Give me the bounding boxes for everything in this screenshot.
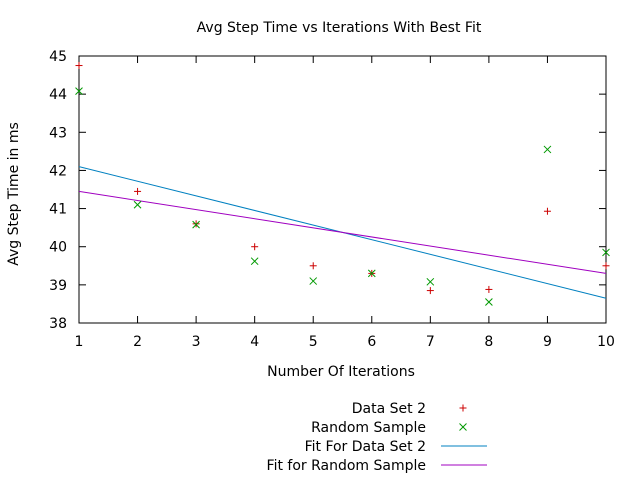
data-point [309, 277, 318, 285]
x-tick-label: 1 [75, 334, 84, 350]
x-tick-label: 4 [250, 334, 259, 350]
data-point [485, 285, 493, 293]
y-tick-label: 39 [49, 278, 67, 294]
y-tick-label: 45 [49, 49, 67, 65]
data-point [602, 262, 610, 270]
y-tick-label: 44 [49, 87, 67, 103]
data-point [543, 207, 551, 215]
data-point [75, 87, 83, 95]
legend-marker-swatch [459, 404, 467, 412]
data-point [485, 298, 493, 306]
x-axis-label: Number Of Iterations [267, 364, 415, 380]
plot-frame [78, 55, 607, 324]
y-tick-label: 40 [49, 240, 67, 256]
data-point [309, 262, 317, 270]
fit-line-3 [78, 190, 607, 274]
data-markers [75, 62, 610, 306]
legend-marker-swatch [459, 423, 467, 431]
x-tick-label: 5 [309, 334, 318, 350]
fit-lines [78, 166, 607, 299]
x-tick-label: 8 [484, 334, 493, 350]
legend: Data Set 2 Random Sample Fit For Data Set … [267, 401, 487, 474]
y-tick-label: 42 [49, 163, 67, 179]
legend-label: Fit for Random Sample [267, 458, 426, 474]
y-tick-label: 43 [49, 125, 67, 141]
y-axis-label: Avg Step Time in ms [6, 122, 22, 266]
x-tick-label: 6 [367, 334, 376, 350]
data-point [192, 220, 200, 229]
data-point [426, 287, 434, 295]
data-point [251, 243, 259, 251]
data-point [133, 200, 142, 209]
data-point [75, 62, 83, 70]
y-tick-label: 41 [49, 202, 67, 218]
x-tick-label: 2 [133, 334, 142, 350]
data-point [134, 187, 142, 195]
data-point [426, 277, 435, 286]
x-tick-label: 9 [543, 334, 552, 350]
legend-label: Fit For Data Set 2 [305, 439, 426, 455]
x-tick-label: 10 [597, 334, 615, 350]
y-tick-label: 38 [49, 316, 67, 332]
chart-title: Avg Step Time vs Iterations With Best Fi… [197, 20, 482, 36]
data-point [250, 257, 259, 266]
data-point [192, 220, 200, 228]
data-point [543, 145, 552, 154]
data-point [602, 248, 610, 257]
legend-label: Data Set 2 [352, 401, 426, 417]
legend-label: Random Sample [311, 420, 426, 436]
data-point [367, 269, 376, 278]
x-tick-label: 7 [426, 334, 435, 350]
x-tick-label: 3 [192, 334, 201, 350]
